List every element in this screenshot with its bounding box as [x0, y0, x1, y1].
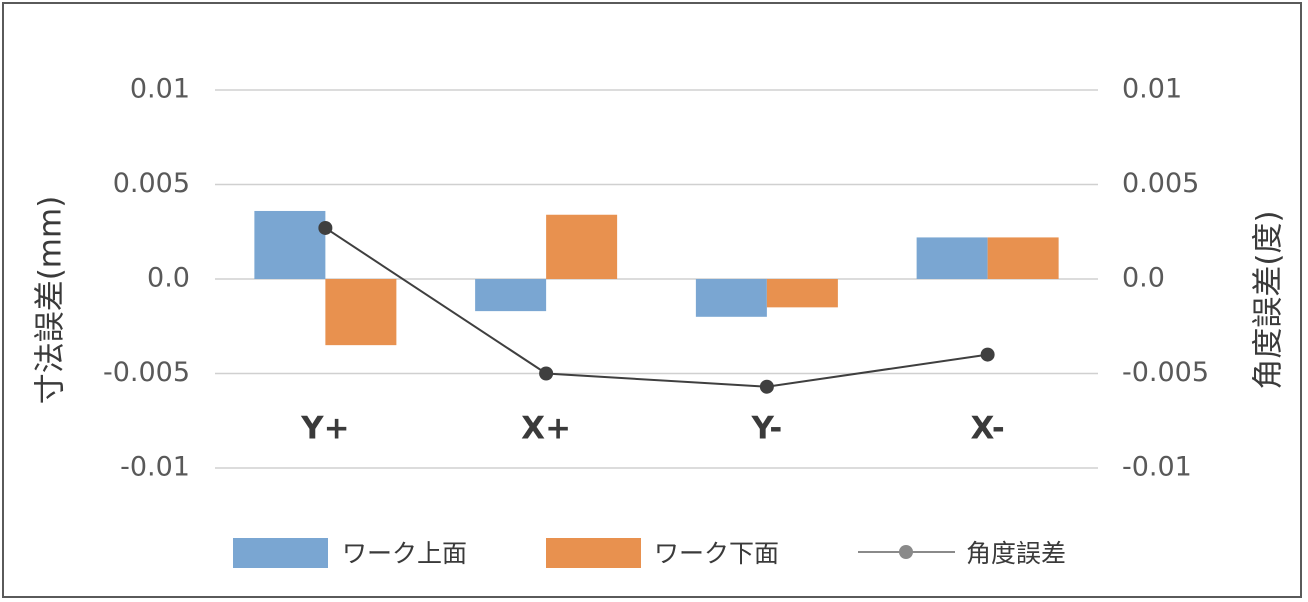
legend-label-upper: ワーク上面	[342, 539, 467, 568]
legend-swatch-lower	[546, 538, 641, 568]
legend-label-lower: ワーク下面	[654, 539, 779, 568]
line-point	[980, 347, 995, 362]
y-tick-label: -0.01	[120, 452, 190, 483]
y-tick-label: -0.005	[103, 357, 190, 388]
legend-marker-angle	[899, 545, 913, 559]
bars	[254, 210, 1059, 346]
y2-tick-label: 0.0	[1122, 263, 1165, 294]
x-tick-label: Y-	[750, 411, 782, 447]
category-labels: Y+ X+ Y- X-	[300, 411, 1005, 447]
bar	[916, 237, 988, 279]
line-point	[318, 220, 333, 235]
angle-error-line	[318, 220, 995, 394]
x-tick-label: X-	[971, 411, 1005, 447]
y2-tick-label: -0.01	[1122, 452, 1192, 483]
legend: ワーク上面 ワーク下面 角度誤差	[233, 538, 1066, 568]
legend-label-angle: 角度誤差	[966, 539, 1066, 568]
y2-axis-title: 角度誤差(度)	[1251, 210, 1287, 389]
bar	[695, 279, 767, 317]
x-tick-label: Y+	[300, 411, 349, 447]
y2-tick-label: 0.005	[1122, 168, 1199, 199]
bar	[546, 214, 618, 279]
left-axis-ticks: 0.01 0.005 0.0 -0.005 -0.01	[103, 74, 190, 483]
legend-swatch-upper	[233, 538, 328, 568]
bar	[475, 279, 547, 312]
y2-tick-label: 0.01	[1122, 74, 1182, 105]
y-tick-label: 0.005	[113, 168, 190, 199]
y-tick-label: 0.01	[130, 74, 190, 105]
series-line	[324, 227, 988, 388]
bar	[254, 210, 326, 279]
bar	[325, 279, 397, 346]
x-tick-label: X+	[521, 411, 571, 447]
bar	[987, 237, 1059, 279]
y-tick-label: 0.0	[147, 263, 190, 294]
line-point	[759, 379, 774, 394]
bar	[766, 279, 838, 308]
right-axis-ticks: 0.01 0.005 0.0 -0.005 -0.01	[1122, 74, 1209, 483]
y2-tick-label: -0.005	[1122, 357, 1209, 388]
line-point	[539, 366, 554, 381]
y-axis-title: 寸法誤差(mm)	[33, 196, 69, 405]
